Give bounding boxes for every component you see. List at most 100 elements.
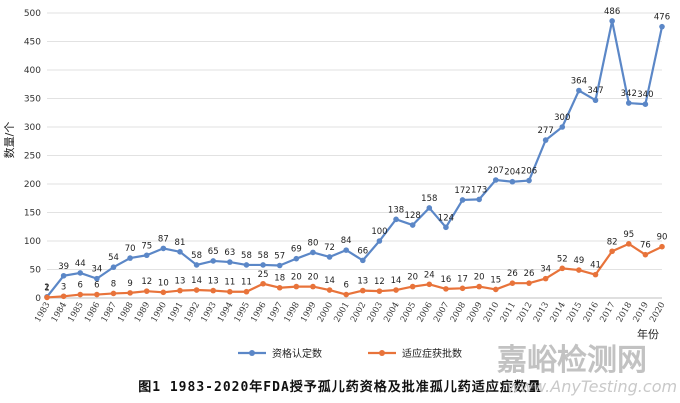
series-2-label-2013: 34 xyxy=(540,265,551,275)
series-line-2 xyxy=(46,242,663,299)
series-2-point-1988 xyxy=(127,290,133,296)
x-tick-1990: 1990 xyxy=(149,301,168,325)
series-2-label-2003: 12 xyxy=(374,277,385,287)
series-1-point-2015 xyxy=(576,87,582,94)
x-tick-2013: 2013 xyxy=(532,301,551,325)
x-tick-1994: 1994 xyxy=(216,301,235,325)
x-tick-1992: 1992 xyxy=(183,301,202,325)
series-1-label-1996: 58 xyxy=(258,251,269,261)
series-2-point-2005 xyxy=(409,283,416,290)
series-2-label-2015: 49 xyxy=(573,256,584,266)
x-tick-2007: 2007 xyxy=(432,301,451,325)
series-2-label-2017: 82 xyxy=(607,237,618,247)
x-tick-2006: 2006 xyxy=(415,301,434,325)
series-1-point-2005 xyxy=(409,222,416,228)
series-2-label-2001: 6 xyxy=(343,281,348,291)
series-2-point-1999 xyxy=(310,283,316,290)
series-2-point-2002 xyxy=(360,287,366,294)
series-2-point-1987 xyxy=(110,290,117,297)
series-1-label-1983: 2 xyxy=(44,283,49,293)
x-tick-2012: 2012 xyxy=(515,301,534,325)
x-tick-2008: 2008 xyxy=(449,301,468,325)
series-2-point-2000 xyxy=(326,287,333,293)
series-2-label-2002: 13 xyxy=(357,277,368,287)
series-1-label-1994: 63 xyxy=(224,248,235,258)
series-1-point-2009 xyxy=(476,196,482,203)
series-1-point-1999 xyxy=(310,249,316,256)
series-1-point-1985 xyxy=(77,270,84,276)
y-tick-250: 250 xyxy=(24,152,41,162)
gridlines xyxy=(47,12,662,299)
series-1-label-2018: 342 xyxy=(621,89,637,99)
series-1-point-1994 xyxy=(227,259,233,265)
series-2-point-2015 xyxy=(576,267,582,273)
y-tick-50: 50 xyxy=(30,266,42,276)
series-2-point-2008 xyxy=(459,285,466,292)
series-2-label-2020: 90 xyxy=(657,233,668,243)
x-tick-2015: 2015 xyxy=(565,301,584,325)
series-1-label-1985: 44 xyxy=(75,259,86,269)
series-2-point-1996 xyxy=(260,280,266,287)
x-tick-2018: 2018 xyxy=(615,301,634,325)
series-line-1 xyxy=(46,19,664,298)
series-1-label-2013: 277 xyxy=(538,126,554,136)
x-tick-2001: 2001 xyxy=(332,301,351,325)
series-1-point-1986 xyxy=(94,275,100,282)
series-1-label-2020: 476 xyxy=(654,13,670,23)
x-tick-2016: 2016 xyxy=(582,301,601,325)
x-tick-1993: 1993 xyxy=(199,301,218,325)
series-2-point-2013 xyxy=(542,275,549,282)
series-2-point-1985 xyxy=(77,291,84,298)
series-1-point-1984 xyxy=(60,272,67,279)
series-2-point-1983 xyxy=(44,294,50,301)
series-1-label-1998: 69 xyxy=(291,245,302,255)
series-1-label-2012: 206 xyxy=(521,167,537,177)
x-axis-ticks: 1983198419851986198719881989199019911992… xyxy=(33,301,667,325)
x-tick-2011: 2011 xyxy=(499,301,518,325)
x-tick-2019: 2019 xyxy=(631,301,650,325)
series-2-label-1999: 20 xyxy=(308,273,319,283)
series-2-point-1993 xyxy=(210,287,217,294)
series-2-point-2004 xyxy=(393,287,399,293)
series-1-label-2015: 364 xyxy=(571,77,587,87)
series-1-label-1988: 70 xyxy=(125,244,136,254)
series-1-point-1987 xyxy=(110,264,117,271)
series-2-point-1997 xyxy=(276,284,283,291)
series-2-label-2009: 20 xyxy=(474,273,485,283)
series-2-point-1986 xyxy=(94,291,100,298)
series-2-point-2011 xyxy=(509,280,516,286)
series-1-point-2013 xyxy=(542,137,549,143)
y-tick-200: 200 xyxy=(24,180,41,190)
series-2-label-1983: 1 xyxy=(44,283,49,293)
x-tick-2020: 2020 xyxy=(648,301,667,325)
series-2-point-2014 xyxy=(559,265,566,272)
x-tick-2000: 2000 xyxy=(316,301,335,325)
series-2-label-1996: 25 xyxy=(258,270,269,280)
series-1-label-2006: 158 xyxy=(421,194,437,204)
series-1-point-2020 xyxy=(659,23,665,30)
series-2-label-1987: 8 xyxy=(111,279,116,289)
series-2-point-2001 xyxy=(343,291,349,298)
series-1-point-2014 xyxy=(559,124,566,130)
series-2-point-1998 xyxy=(293,283,300,290)
series-2-point-1995 xyxy=(243,288,250,295)
x-tick-1996: 1996 xyxy=(249,301,268,325)
series-1-label-1997: 57 xyxy=(274,252,285,262)
series-2-point-1990 xyxy=(160,289,167,296)
x-tick-1984: 1984 xyxy=(50,301,69,325)
x-tick-2009: 2009 xyxy=(465,301,484,325)
series-2-point-2007 xyxy=(443,286,449,292)
series-2-label-1986: 6 xyxy=(94,281,99,291)
series-2-point-2006 xyxy=(426,281,433,288)
x-tick-1997: 1997 xyxy=(266,301,285,325)
series-1-point-2019 xyxy=(642,101,649,107)
series-2-point-2019 xyxy=(642,251,649,258)
series-1-point-2010 xyxy=(492,177,499,183)
series-1-label-1992: 58 xyxy=(191,251,202,261)
series-layer xyxy=(44,18,665,301)
series-1-label-1990: 87 xyxy=(158,234,169,244)
series-2-point-2016 xyxy=(592,271,599,278)
series-2-label-2008: 17 xyxy=(457,274,468,284)
